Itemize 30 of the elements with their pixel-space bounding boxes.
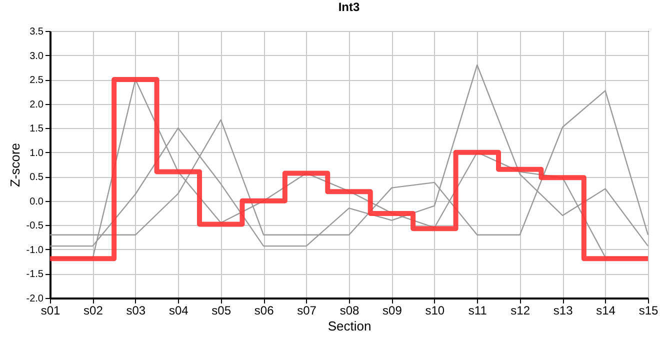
x-tick-label: s01	[40, 304, 60, 318]
x-tick-label: s07	[297, 304, 317, 318]
chart-title: Int3	[338, 0, 360, 14]
y-tick-label: 2.0	[30, 99, 44, 110]
y-tick-label: -1.5	[26, 269, 44, 280]
y-tick-label: 0.5	[30, 172, 44, 184]
y-tick-label: 0.0	[30, 196, 44, 208]
x-tick-label: s12	[510, 304, 530, 318]
x-tick-label: s10	[425, 304, 445, 318]
x-tick-label: s04	[168, 304, 189, 318]
y-tick-label: -0.5	[26, 220, 44, 232]
y-tick-label: -1.0	[26, 244, 44, 256]
x-tick-label: s08	[340, 304, 360, 318]
y-axis-title: Z-score	[7, 142, 22, 188]
x-tick-label: s06	[254, 304, 274, 318]
y-tick-label: -2.0	[26, 294, 44, 304]
x-tick-label: s15	[638, 304, 658, 318]
y-tick-label: 3.5	[30, 26, 44, 38]
x-tick-label: s11	[468, 304, 488, 318]
y-tick-label: 1.5	[30, 124, 44, 135]
x-tick-label: s03	[126, 304, 146, 318]
x-tick-label: s02	[84, 304, 104, 318]
x-tick-label: s05	[212, 304, 232, 318]
x-tick-label: s13	[553, 304, 574, 318]
y-tick-label: 1.0	[30, 148, 44, 159]
x-axis-title: Section	[328, 318, 372, 334]
x-tick-label: s14	[596, 304, 616, 318]
y-tick-label: 2.5	[30, 75, 44, 86]
x-tick-label: s09	[382, 304, 402, 318]
y-tick-label: 3.0	[30, 50, 44, 62]
